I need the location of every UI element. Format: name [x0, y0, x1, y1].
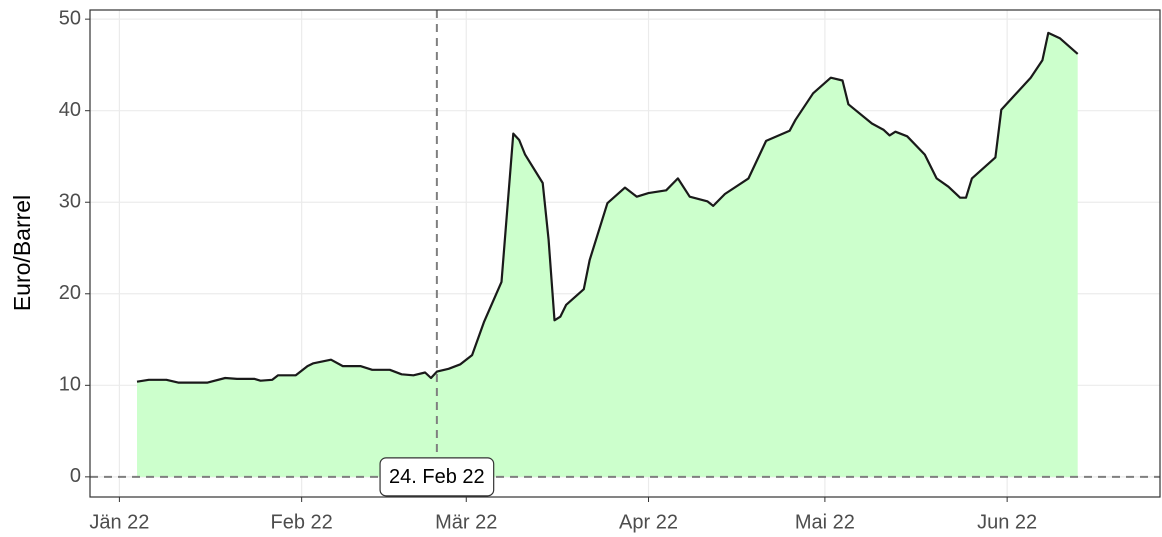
line	[136, 31, 1079, 384]
y-tick-label: 30	[59, 191, 81, 213]
y-tick-label: 40	[59, 99, 81, 121]
x-tick-label: Jun 22	[977, 511, 1037, 533]
y-axis-title: Euro/Barrel	[9, 195, 35, 311]
x-tick-label: Mär 22	[435, 511, 497, 533]
event-label: 24. Feb 22	[389, 466, 485, 488]
event-label-box	[379, 457, 495, 497]
area	[137, 32, 1078, 477]
y-tick-label: 10	[59, 374, 81, 396]
x-tick-label: Apr 22	[619, 511, 678, 533]
y-tick-label: 0	[70, 465, 81, 487]
x-tick-label: Mai 22	[795, 511, 855, 533]
y-tick-label: 20	[59, 282, 81, 304]
y-tick-label: 50	[59, 7, 81, 29]
panel-border	[89, 9, 1161, 498]
x-tick-label: Jän 22	[89, 511, 149, 533]
x-tick-label: Feb 22	[271, 511, 333, 533]
